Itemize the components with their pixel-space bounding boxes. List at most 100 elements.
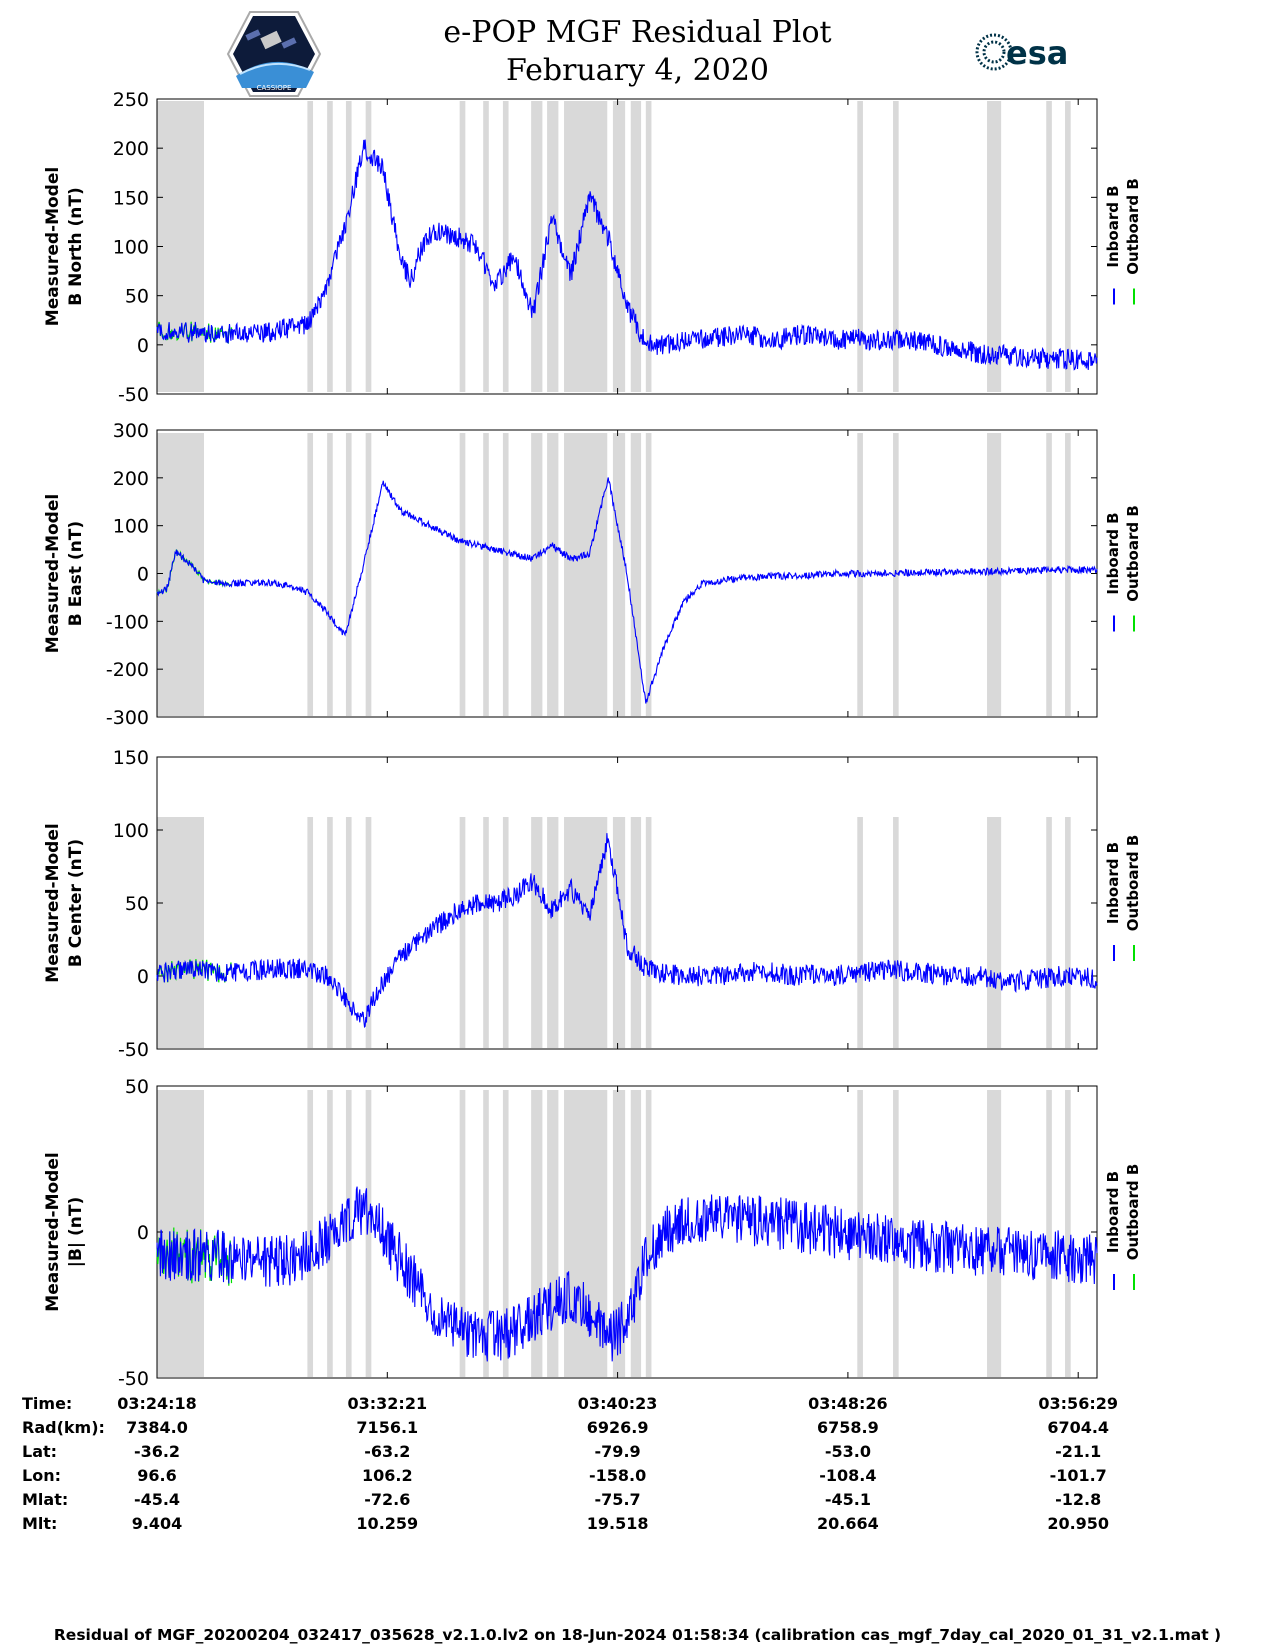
data-gap-band [531,817,543,1048]
data-gap-band [987,1090,1002,1377]
data-gap-band [645,817,652,1048]
data-gap-band [893,101,899,392]
info-cell: 03:32:21 [348,1394,428,1413]
y-tick-label: 150 [113,187,149,209]
data-gap-band [459,433,466,716]
data-gap-band [307,101,314,392]
info-cell: 03:56:29 [1038,1394,1118,1413]
chart-panel-4: -50 0 50 Measured-Model |B| (nT) Inboard B Out… [43,1076,1142,1390]
data-gap-band [157,101,204,392]
y-tick-label: 300 [113,420,149,442]
data-gap-band [502,1090,509,1377]
data-gap-band [365,1090,372,1377]
y-axis-label-line: B Center (nT) [66,839,86,967]
info-row-label: Lat: [22,1442,57,1461]
info-cell: -101.7 [1050,1466,1107,1485]
data-gap-band [483,101,489,392]
y-axis-label: Measured-Model B East (nT) [43,494,86,653]
info-cell: -108.4 [819,1466,876,1485]
y-axis-label-line: B East (nT) [66,521,86,626]
legend-label: Outboard B [1124,835,1142,932]
data-gap-band [531,1090,543,1377]
data-gap-band [645,433,652,716]
info-cell: -45.4 [134,1490,180,1509]
y-tick-label: 250 [113,89,149,111]
legend-label: Outboard B [1124,178,1142,275]
y-tick-label: 0 [137,966,149,988]
footer-caption: Residual of MGF_20200204_032417_035628_v… [53,1626,1222,1644]
y-tick-label: 0 [137,1222,149,1244]
data-gap-band [564,817,608,1048]
data-gap-band [893,817,899,1048]
info-cell: 7156.1 [356,1418,418,1437]
data-gap-band [365,433,372,716]
data-gap-band [327,817,333,1048]
data-gap-band [987,817,1002,1048]
data-gap-band [547,817,559,1048]
y-tick-label: 150 [113,747,149,769]
data-gap-band [345,101,352,392]
data-gap-band [564,101,608,392]
info-cell: -36.2 [134,1442,180,1461]
info-cell: -158.0 [589,1466,646,1485]
data-gap-band [365,817,372,1048]
data-gap-band [327,433,333,716]
y-tick-label: 50 [125,1076,149,1098]
chart-panel-3: -50 0 50 100 150 Measured-Model B Center (nT) I… [43,747,1142,1061]
data-gap-band [893,433,899,716]
data-gap-band [645,101,652,392]
legend-label: Inboard B [1104,842,1122,924]
data-gap-band [502,817,509,1048]
info-cell: 7384.0 [126,1418,188,1437]
info-cell: 03:24:18 [117,1394,197,1413]
info-cell: -63.2 [364,1442,410,1461]
y-axis-label-line: B North (nT) [66,187,86,306]
data-gap-band [857,101,863,392]
info-row-label: Lon: [22,1466,61,1485]
y-axis-label: Measured-Model B Center (nT) [43,823,86,982]
title-line-1: e-POP MGF Residual Plot [443,15,832,50]
data-gap-band [483,817,489,1048]
legend-label: Inboard B [1104,512,1122,594]
info-cell: -75.7 [595,1490,641,1509]
inboard-series-line [156,477,1098,704]
legend-label: Outboard B [1124,505,1142,602]
y-axis-label-line: Measured-Model [43,823,63,982]
y-tick-label: 50 [125,893,149,915]
data-gap-band [345,1090,352,1377]
legend-label: Outboard B [1124,1164,1142,1261]
y-axis-label-line: Measured-Model [43,1152,63,1311]
y-axis-label: Measured-Model |B| (nT) [43,1152,86,1311]
data-gap-band [1065,433,1071,716]
y-tick-label: -300 [106,707,149,729]
info-cell: 20.950 [1047,1514,1109,1533]
info-cell: 6704.4 [1047,1418,1109,1437]
info-cell: 03:48:26 [808,1394,888,1413]
info-cell: 19.518 [587,1514,649,1533]
data-gap-band [327,101,333,392]
y-tick-label: -50 [118,1039,149,1061]
data-gap-band [987,101,1002,392]
data-gap-band [345,433,352,716]
data-gap-band [612,433,626,716]
info-cell: 6758.9 [817,1418,879,1437]
data-gap-band [307,433,314,716]
data-gap-band [502,101,509,392]
info-cell: 20.664 [817,1514,879,1533]
y-tick-label: 0 [137,335,149,357]
y-tick-label: -200 [106,659,149,681]
info-cell: -12.8 [1055,1490,1101,1509]
data-gap-band [630,817,642,1048]
info-cell: -53.0 [825,1442,871,1461]
data-gap-band [365,101,372,392]
svg-text:CASSIOPE: CASSIOPE [257,84,292,92]
y-tick-label: 200 [113,138,149,160]
svg-text:esa: esa [1006,34,1068,72]
data-gap-band [547,433,559,716]
y-tick-label: -50 [118,1368,149,1390]
info-cell: 10.259 [356,1514,418,1533]
data-gap-band [630,433,642,716]
data-gap-band [645,1090,652,1377]
y-tick-label: -50 [118,384,149,406]
